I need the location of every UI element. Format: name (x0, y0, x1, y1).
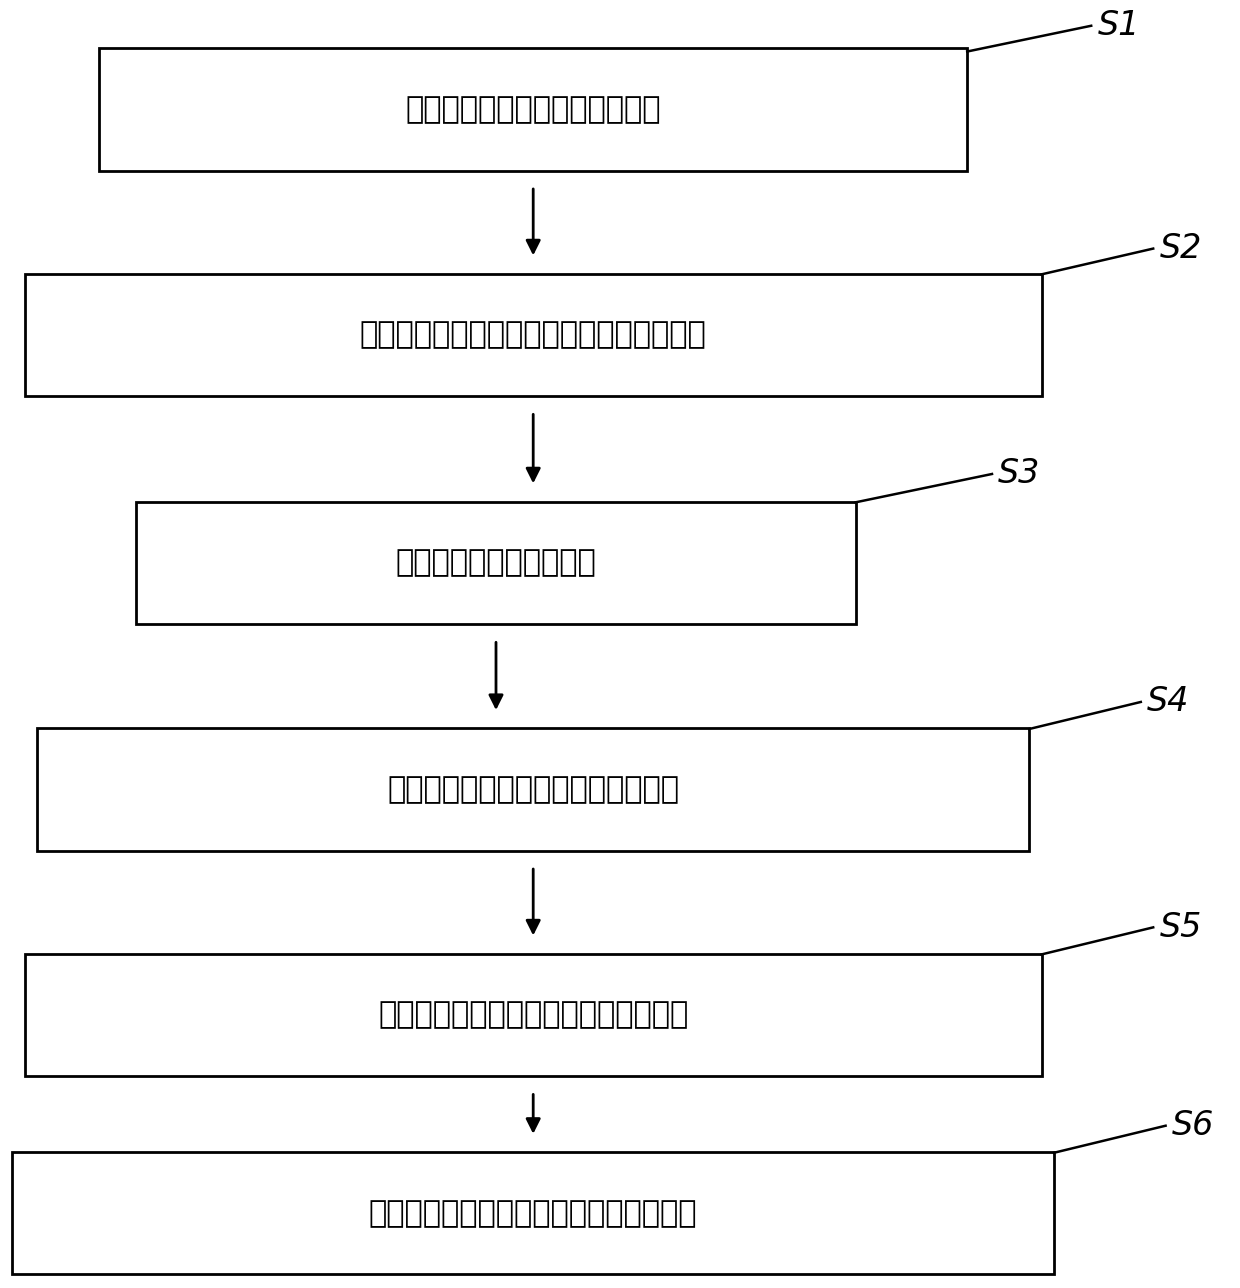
Text: 确定保护目标与线路的位置关系: 确定保护目标与线路的位置关系 (405, 95, 661, 124)
Text: 确定下部声源的等效位置: 确定下部声源的等效位置 (396, 549, 596, 577)
Bar (37, 729, 1029, 851)
Text: S4: S4 (1147, 685, 1189, 719)
Text: 采用修正模式计算声屏障的总体插入损失: 采用修正模式计算声屏障的总体插入损失 (370, 1199, 697, 1227)
Text: S5: S5 (1159, 911, 1202, 944)
Text: 确定拟设置声屏障的高度及距线路水平距离: 确定拟设置声屏障的高度及距线路水平距离 (360, 321, 707, 349)
Text: 计算声屏障对下部等效声源的插入损失: 计算声屏障对下部等效声源的插入损失 (378, 1001, 688, 1029)
Bar (25, 953, 1042, 1077)
Text: S3: S3 (998, 457, 1040, 491)
Text: S6: S6 (1172, 1109, 1214, 1142)
Text: S2: S2 (1159, 232, 1202, 265)
Text: 计算声屏障对下部等效声源的声程差: 计算声屏障对下部等效声源的声程差 (387, 775, 680, 804)
Text: S1: S1 (1097, 9, 1140, 43)
Bar (99, 48, 967, 170)
Bar (25, 274, 1042, 397)
Bar (12, 1151, 1054, 1275)
Bar (136, 502, 856, 625)
